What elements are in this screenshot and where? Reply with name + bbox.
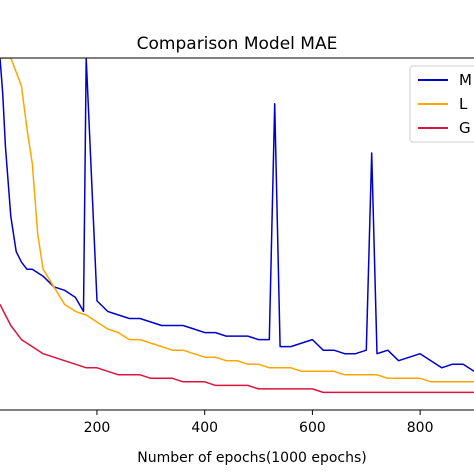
legend: M L G bbox=[409, 65, 474, 143]
x-tick-label: 400 bbox=[191, 420, 218, 436]
plot-area bbox=[0, 58, 474, 394]
x-axis-label: Number of epochs(1000 epochs) bbox=[137, 450, 367, 466]
series-line-1 bbox=[0, 58, 474, 383]
series-layer bbox=[0, 58, 474, 394]
chart-title: Comparison Model MAE bbox=[137, 34, 338, 54]
legend-label-l: L bbox=[459, 95, 468, 113]
x-ticks: 200 400 600 800 bbox=[84, 410, 434, 436]
legend-label-g: G bbox=[459, 119, 471, 137]
series-line-2 bbox=[0, 304, 474, 394]
x-tick-label: 800 bbox=[407, 420, 434, 436]
x-tick-label: 600 bbox=[299, 420, 326, 436]
x-tick-label: 200 bbox=[84, 420, 111, 436]
legend-label-m: M bbox=[459, 71, 472, 89]
series-line-0 bbox=[0, 58, 474, 372]
